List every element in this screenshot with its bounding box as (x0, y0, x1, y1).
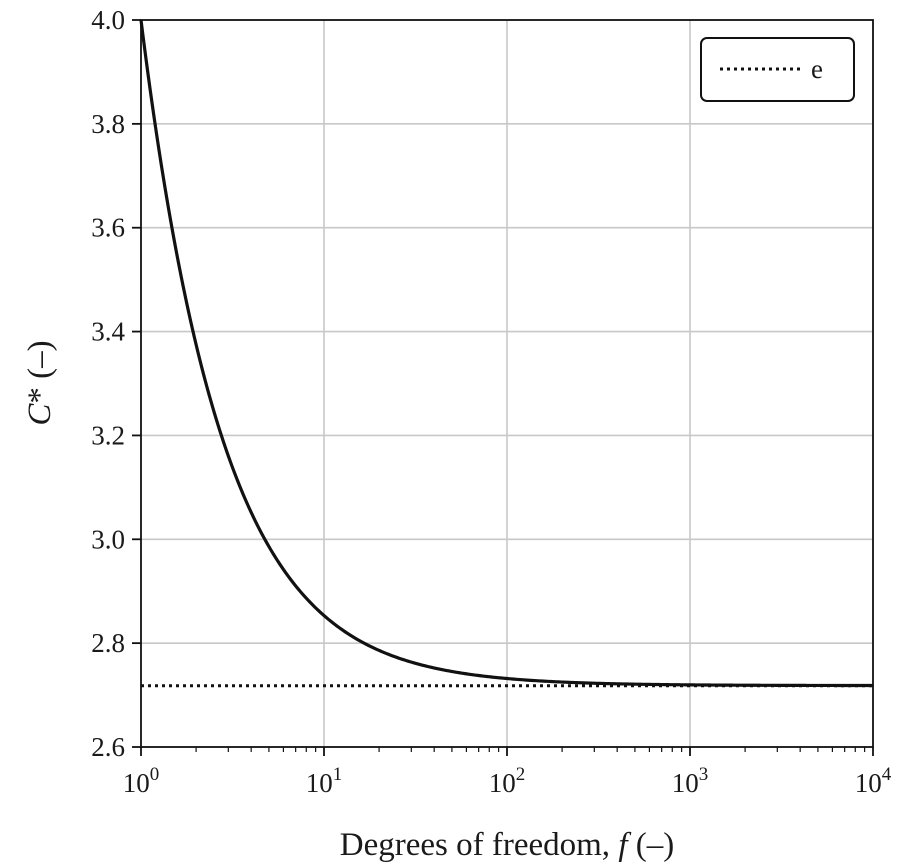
x-tick-label: 100 (123, 764, 160, 798)
x-tick-label: 103 (672, 764, 709, 798)
x-tick-label: 102 (489, 764, 526, 798)
y-tick-label: 4.0 (91, 5, 125, 35)
legend-entry-label: e (811, 54, 823, 84)
y-tick-label: 3.8 (91, 109, 125, 139)
y-tick-label: 3.0 (91, 524, 125, 554)
y-tick-label: 2.6 (91, 732, 125, 762)
x-axis-title: Degrees of freedom, f (–) (340, 827, 674, 863)
x-tick-label: 101 (306, 764, 343, 798)
x-tick-label: 104 (855, 764, 892, 798)
y-tick-labels: 2.6 2.8 3.0 3.2 3.4 3.6 3.8 4.0 (91, 5, 125, 762)
y-tick-label: 2.8 (91, 628, 125, 658)
legend: e (700, 37, 855, 102)
ticks (132, 19, 874, 756)
y-tick-label: 3.6 (91, 213, 125, 243)
y-tick-label: 3.4 (91, 317, 125, 347)
x-tick-labels: 100 101 102 103 104 (123, 764, 892, 798)
y-tick-label: 3.2 (91, 420, 125, 450)
series-layer (139, 19, 873, 688)
grid (141, 20, 873, 747)
y-axis-title: C* (–) (22, 340, 58, 425)
